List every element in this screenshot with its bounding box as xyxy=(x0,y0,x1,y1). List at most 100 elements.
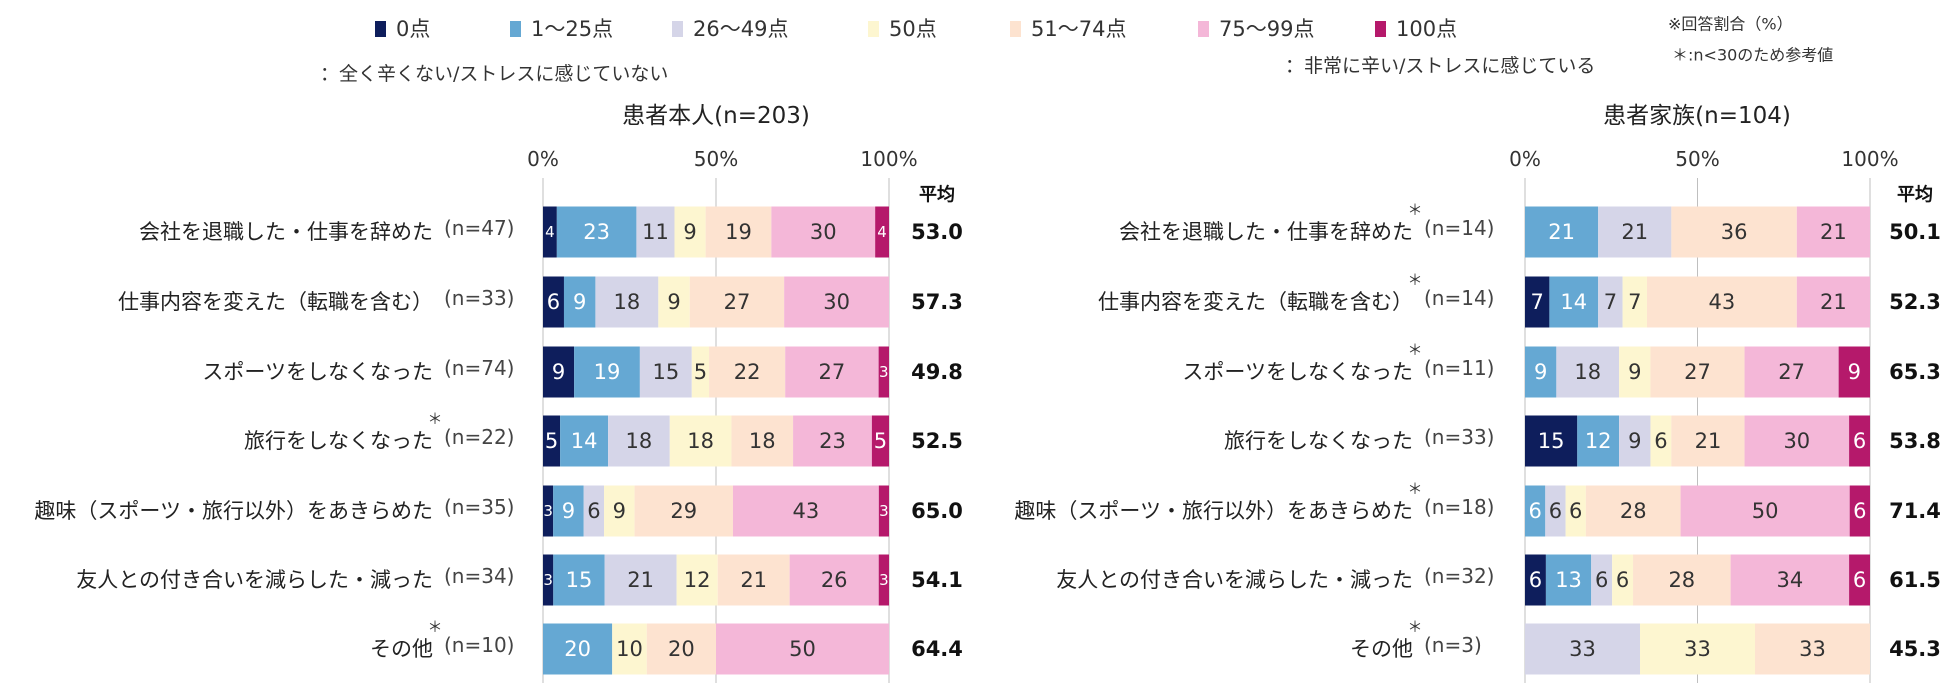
data-label: 23 xyxy=(583,220,610,244)
sample-size-label: (n=18) xyxy=(1424,495,1495,519)
bar-segment xyxy=(1577,415,1620,467)
data-label: 7 xyxy=(1604,290,1617,314)
data-label: 27 xyxy=(819,360,846,384)
average-value: 64.4 xyxy=(911,637,963,661)
data-label: 20 xyxy=(564,637,591,661)
average-value: 61.5 xyxy=(1889,568,1941,592)
legend-swatch xyxy=(510,21,521,37)
data-label: 26 xyxy=(821,568,848,592)
legend-swatch xyxy=(1198,21,1209,37)
small-sample-mark: ＊ xyxy=(1407,618,1422,636)
data-label: 6 xyxy=(1549,499,1562,523)
legend-swatch xyxy=(672,21,683,37)
data-label: 15 xyxy=(1538,429,1565,453)
category-label: 趣味（スポーツ・旅行以外）をあきらめた xyxy=(34,499,433,523)
data-label: 3 xyxy=(543,502,553,520)
data-label: 9 xyxy=(667,290,680,314)
x-tick-label: 100% xyxy=(1841,147,1898,171)
category-label: 趣味（スポーツ・旅行以外）をあきらめた xyxy=(1014,499,1413,523)
bar-segment xyxy=(785,346,879,398)
bar-segment xyxy=(1671,415,1745,467)
small-sample-mark: ＊ xyxy=(1407,480,1422,498)
data-label: 9 xyxy=(1628,360,1641,384)
category-label: スポーツをしなくなった xyxy=(1182,360,1413,384)
average-header: 平均 xyxy=(919,184,955,206)
data-label: 6 xyxy=(1529,568,1542,592)
data-label: 30 xyxy=(1783,429,1810,453)
bar-segment xyxy=(1744,415,1850,467)
data-label: 13 xyxy=(1555,568,1582,592)
bar-segment xyxy=(553,485,584,537)
ratio-note: ※回答割合（%） xyxy=(1668,15,1793,34)
bar-segment xyxy=(543,415,561,467)
data-label: 18 xyxy=(1574,360,1601,384)
legend-low-note: ：全く辛くない/ストレスに感じていない xyxy=(320,63,668,85)
x-tick-label: 0% xyxy=(527,147,559,171)
bar-segment xyxy=(878,554,889,606)
average-value: 57.3 xyxy=(911,290,963,314)
data-label: 9 xyxy=(1848,360,1861,384)
data-label: 3 xyxy=(879,502,889,520)
data-label: 28 xyxy=(1620,499,1647,523)
data-label: 30 xyxy=(810,220,837,244)
bar-segment xyxy=(1650,415,1672,467)
data-label: 33 xyxy=(1684,637,1711,661)
average-value: 53.0 xyxy=(911,220,963,244)
data-label: 6 xyxy=(547,290,560,314)
sample-size-label: (n=35) xyxy=(444,495,515,519)
small-sample-mark: ＊ xyxy=(1407,271,1422,289)
bar-segment xyxy=(732,485,879,537)
data-label: 4 xyxy=(877,223,887,241)
sample-size-label: (n=3) xyxy=(1424,633,1482,657)
sample-size-label: (n=10) xyxy=(444,633,515,657)
bar-segment xyxy=(676,554,718,606)
bar-segment xyxy=(556,206,637,258)
data-label: 29 xyxy=(670,499,697,523)
bar-segment xyxy=(1545,485,1566,537)
bar-segment xyxy=(1622,276,1647,328)
category-label: 友人との付き合いを減らした・減った xyxy=(76,568,433,592)
legend-label: 50点 xyxy=(889,17,937,41)
data-label: 21 xyxy=(1621,220,1648,244)
data-label: 43 xyxy=(793,499,820,523)
data-label: 27 xyxy=(1778,360,1805,384)
bar-segment xyxy=(1640,623,1755,675)
x-tick-label: 50% xyxy=(1675,147,1719,171)
bar-segment xyxy=(1619,415,1651,467)
bar-segment xyxy=(1525,623,1640,675)
category-label: その他 xyxy=(370,637,433,661)
data-label: 10 xyxy=(616,637,643,661)
data-label: 18 xyxy=(749,429,776,453)
category-label: スポーツをしなくなった xyxy=(202,360,433,384)
bar-segment xyxy=(560,415,609,467)
bar-segment xyxy=(1730,554,1850,606)
average-value: 49.8 xyxy=(911,360,963,384)
data-label: 21 xyxy=(1548,220,1575,244)
bar-segment xyxy=(553,554,605,606)
chart-title: 患者本人(n=203) xyxy=(622,103,810,129)
bar-segment xyxy=(789,554,879,606)
bar-segment xyxy=(784,276,889,328)
data-label: 22 xyxy=(734,360,761,384)
data-label: 3 xyxy=(543,571,553,589)
bar-segment xyxy=(1619,346,1651,398)
legend-swatch xyxy=(375,21,386,37)
chart-title: 患者家族(n=104) xyxy=(1603,103,1791,129)
bar-segment xyxy=(1556,346,1620,398)
sample-size-label: (n=14) xyxy=(1424,286,1495,310)
data-label: 15 xyxy=(566,568,593,592)
data-label: 5 xyxy=(694,360,707,384)
data-label: 19 xyxy=(594,360,621,384)
bar-segment xyxy=(1633,554,1731,606)
bar-segment xyxy=(871,415,889,467)
data-label: 6 xyxy=(1654,429,1667,453)
bar-segment xyxy=(604,554,677,606)
data-label: 6 xyxy=(1528,499,1541,523)
bar-segment xyxy=(612,623,647,675)
sample-size-label: (n=74) xyxy=(444,356,515,380)
bar-segment xyxy=(1525,554,1546,606)
x-tick-label: 0% xyxy=(1509,147,1541,171)
bar-segment xyxy=(1838,346,1870,398)
sample-size-label: (n=47) xyxy=(444,216,515,240)
